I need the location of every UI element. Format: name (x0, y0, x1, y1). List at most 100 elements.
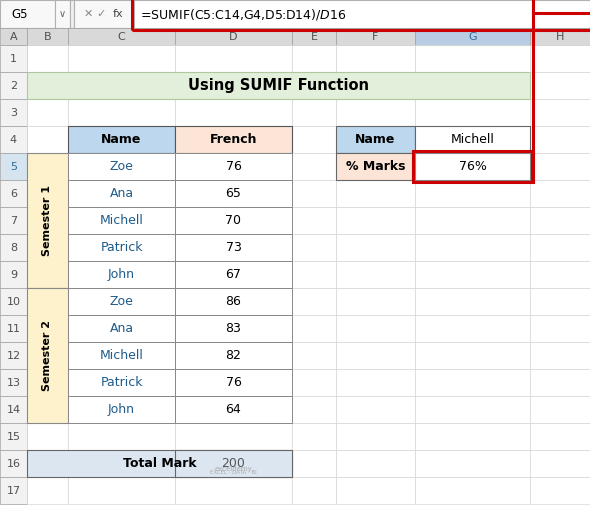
Text: 8: 8 (10, 243, 17, 252)
Bar (530, 234, 590, 261)
Bar (175, 369, 292, 396)
Bar (0, 126, 27, 153)
Bar (336, 207, 415, 234)
Bar (530, 315, 590, 342)
Bar (68, 45, 175, 72)
Bar (175, 288, 292, 315)
Bar (336, 28, 415, 45)
Bar (336, 180, 415, 207)
Bar (175, 423, 292, 450)
Bar (0, 0, 55, 28)
Bar (68, 126, 175, 153)
Text: exceldemy: exceldemy (215, 467, 253, 473)
Bar (292, 207, 336, 234)
Bar (68, 477, 175, 504)
Bar (292, 45, 336, 72)
Bar (175, 180, 292, 207)
Bar (175, 396, 292, 423)
Bar (292, 261, 336, 288)
Text: 2: 2 (10, 81, 17, 90)
Bar (175, 234, 292, 261)
Bar (68, 180, 175, 207)
Text: Semester 1: Semester 1 (42, 185, 53, 256)
Bar (530, 207, 590, 234)
Text: 15: 15 (6, 431, 21, 442)
Text: John: John (108, 268, 135, 281)
Bar (68, 72, 175, 99)
Bar (530, 99, 590, 126)
Bar (0, 72, 27, 99)
Bar (292, 99, 336, 126)
Bar (336, 423, 415, 450)
Bar (175, 207, 292, 234)
Text: ✕: ✕ (83, 9, 93, 19)
Text: Michell: Michell (451, 133, 494, 146)
Bar (415, 153, 530, 180)
Text: 11: 11 (6, 323, 21, 334)
Text: Name: Name (101, 133, 142, 146)
Text: ∨: ∨ (58, 9, 65, 19)
Bar (0, 477, 27, 504)
Bar (175, 288, 292, 315)
Bar (68, 369, 175, 396)
Bar (530, 180, 590, 207)
Bar (336, 153, 415, 180)
Bar (530, 423, 590, 450)
Bar (292, 72, 336, 99)
Text: 16: 16 (6, 458, 21, 469)
Bar (336, 342, 415, 369)
Bar (336, 369, 415, 396)
Bar (27, 153, 68, 180)
Bar (132, 0, 590, 30)
Bar (27, 180, 68, 207)
Bar (336, 153, 415, 180)
Bar (68, 99, 175, 126)
Bar (68, 315, 175, 342)
Bar (175, 45, 292, 72)
Bar (68, 234, 175, 261)
Bar (175, 342, 292, 369)
Bar (68, 207, 175, 234)
Bar (530, 45, 590, 72)
Bar (530, 288, 590, 315)
Text: 64: 64 (225, 403, 241, 416)
Bar (415, 28, 530, 45)
Bar (292, 342, 336, 369)
Bar (27, 28, 68, 45)
Bar (70, 0, 74, 28)
Text: John: John (108, 403, 135, 416)
Bar (415, 369, 530, 396)
Bar (68, 180, 175, 207)
Bar (530, 261, 590, 288)
Text: C: C (117, 32, 125, 41)
Bar (530, 72, 590, 99)
Text: 6: 6 (10, 189, 17, 198)
Bar (415, 396, 530, 423)
Text: 200: 200 (222, 457, 245, 470)
Bar (292, 396, 336, 423)
Text: 17: 17 (6, 485, 21, 496)
Bar (292, 234, 336, 261)
Bar (336, 45, 415, 72)
Bar (175, 477, 292, 504)
Bar (0, 342, 27, 369)
Bar (27, 315, 68, 342)
Bar (27, 423, 68, 450)
Bar (74, 0, 134, 28)
Bar (175, 72, 292, 99)
Bar (27, 72, 68, 99)
Text: Semester 2: Semester 2 (42, 320, 53, 391)
Bar (0, 288, 27, 315)
Bar (415, 180, 530, 207)
Text: 82: 82 (225, 349, 241, 362)
Bar (175, 126, 292, 153)
Bar (415, 153, 530, 180)
Bar (530, 396, 590, 423)
Text: 65: 65 (225, 187, 241, 200)
Text: 70: 70 (225, 214, 241, 227)
Bar (27, 369, 68, 396)
Bar (0, 315, 27, 342)
Text: Zoe: Zoe (110, 295, 133, 308)
Bar (530, 450, 590, 477)
Bar (0, 396, 27, 423)
